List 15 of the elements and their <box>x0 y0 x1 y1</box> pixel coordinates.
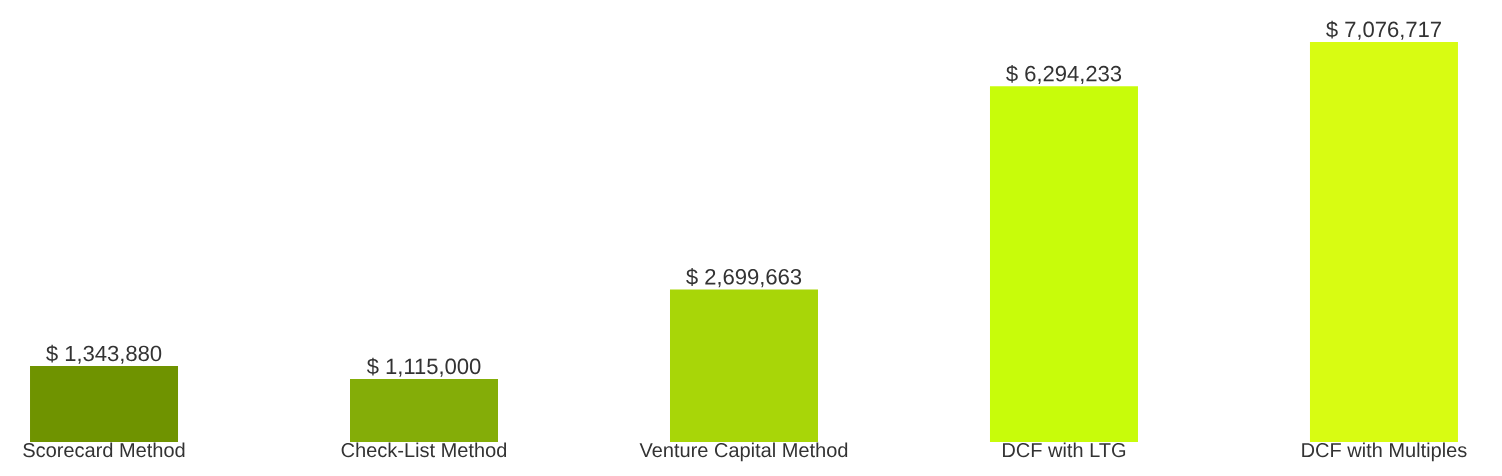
x-tick-label: Venture Capital Method <box>639 442 848 462</box>
x-tick-label: DCF with LTG <box>1003 442 1126 458</box>
bar <box>989 86 1138 442</box>
data-label: $ 7,076,717 <box>1326 20 1441 40</box>
bar <box>350 378 498 442</box>
x-tick-label: Check-List Method <box>341 442 507 458</box>
x-tick-label: DCF with Multiples <box>1302 442 1467 462</box>
data-label: $ 6,294,233 <box>1006 64 1122 85</box>
bar <box>30 366 179 442</box>
bar <box>669 289 818 442</box>
x-tick-label: Scorecard Method <box>23 442 185 458</box>
data-label: $ 2,699,663 <box>686 268 802 288</box>
data-label: $ 1,343,880 <box>46 344 162 364</box>
data-label: $ 1,115,000 <box>366 357 481 377</box>
bar <box>1309 42 1458 442</box>
